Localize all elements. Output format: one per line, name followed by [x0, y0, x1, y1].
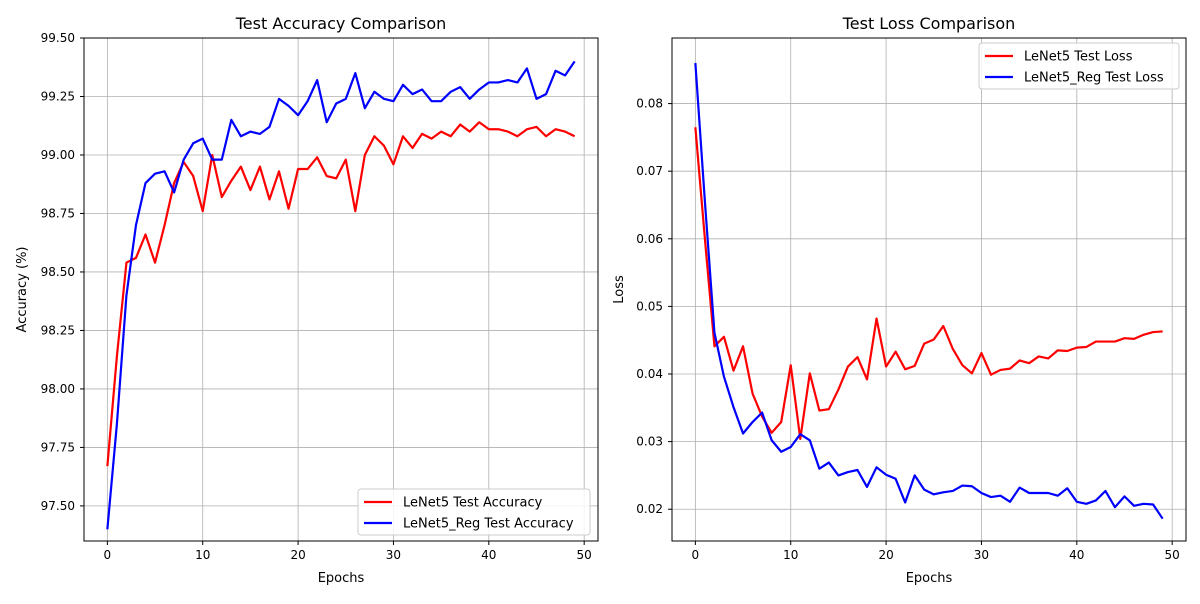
x-tick-label: 40 [1069, 548, 1084, 562]
series-line-1 [106, 60, 576, 530]
y-tick-label: 98.00 [41, 382, 75, 396]
x-tick-label: 50 [1165, 548, 1180, 562]
y-tick-label: 0.02 [636, 502, 663, 516]
legend: LeNet5 Test Accuracy LeNet5_Reg Test Accu… [357, 488, 591, 536]
x-tick-label: 0 [104, 548, 112, 562]
y-tick-label: 99.25 [41, 89, 75, 103]
series-line-0 [694, 127, 1163, 441]
y-tick-label: 98.75 [41, 206, 75, 220]
chart-title: Test Accuracy Comparison [235, 14, 447, 33]
legend: LeNet5 Test Loss LeNet5_Reg Test Loss [978, 42, 1180, 90]
y-tick-label: 0.06 [636, 232, 663, 246]
y-axis-label: Accuracy (%) [15, 247, 30, 333]
x-tick-label: 30 [974, 548, 989, 562]
legend-box [357, 488, 591, 536]
y-tick-label: 97.75 [41, 440, 75, 454]
x-tick-label: 20 [290, 548, 305, 562]
accuracy-panel: 0 10 20 30 40 50 97.50 97.75 98.00 98.25 98.50 98.7… [15, 14, 599, 586]
y-tick-label: 0.07 [636, 164, 663, 178]
x-tick-label: 0 [692, 548, 700, 562]
y-tick-label: 99.00 [41, 148, 75, 162]
y-tick-label: 0.04 [636, 367, 663, 381]
loss-panel: 0 10 20 30 40 50 0.02 0.03 0.04 0.05 0.06 0.07 0.08 T… [612, 14, 1187, 586]
y-axis-label: Loss [612, 275, 627, 304]
y-tick-label: 98.25 [41, 323, 75, 337]
legend-label-1: LeNet5_Reg Test Accuracy [403, 517, 574, 532]
x-axis-label: Epochs [906, 571, 953, 586]
y-tick-label: 0.08 [636, 97, 663, 111]
axes-frame [671, 37, 1187, 542]
axes-frame [83, 37, 599, 542]
x-tick-label: 40 [481, 548, 496, 562]
x-tick-label: 30 [386, 548, 401, 562]
x-tick-label: 20 [878, 548, 893, 562]
legend-label-0: LeNet5 Test Loss [1024, 50, 1133, 65]
x-axis-label: Epochs [318, 571, 365, 586]
legend-label-1: LeNet5_Reg Test Loss [1024, 71, 1164, 86]
y-tick-label: 98.50 [41, 265, 75, 279]
series-line-0 [106, 121, 576, 467]
y-tick-label: 0.05 [636, 299, 663, 313]
legend-label-0: LeNet5 Test Accuracy [403, 496, 543, 511]
series-line-1 [694, 62, 1164, 520]
x-tick-label: 10 [783, 548, 798, 562]
x-tick-label: 10 [195, 548, 210, 562]
legend-box [978, 42, 1180, 90]
y-tick-label: 99.50 [41, 31, 75, 45]
chart-title: Test Loss Comparison [842, 14, 1016, 33]
y-tick-label: 97.50 [41, 499, 75, 513]
x-tick-label: 50 [577, 548, 592, 562]
y-tick-label: 0.03 [636, 435, 663, 449]
